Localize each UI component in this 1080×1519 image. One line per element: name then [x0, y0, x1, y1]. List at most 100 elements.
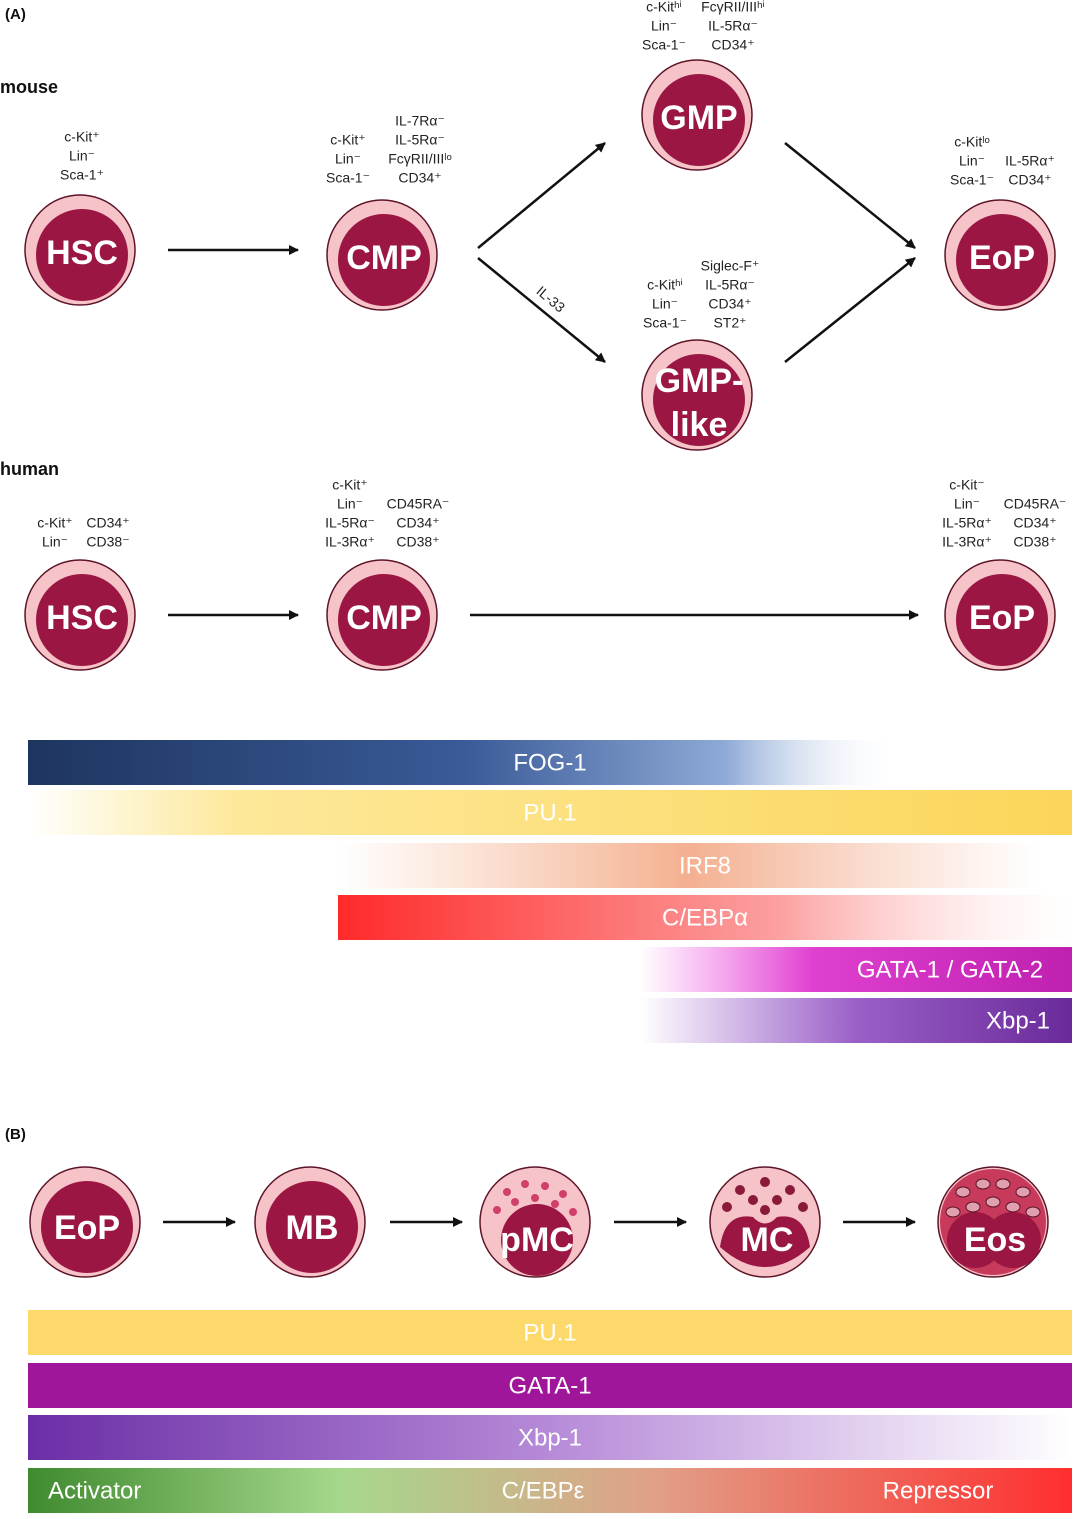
marker: CD34⁺	[86, 515, 129, 531]
marker: CD38⁺	[1013, 534, 1056, 550]
marker: CD34⁺	[396, 515, 439, 531]
cell-nucleus	[956, 214, 1048, 306]
cell-nucleus	[653, 354, 745, 446]
marker: Lin⁻	[954, 496, 980, 512]
granule	[760, 1177, 770, 1187]
cell-nucleus	[720, 1216, 810, 1267]
granule	[760, 1205, 770, 1215]
marker: IL-3Rα⁺	[942, 534, 992, 550]
factor-label: Repressor	[883, 1477, 994, 1504]
marker: CD34⁺	[708, 296, 751, 312]
cell-nucleus	[36, 574, 128, 666]
factor-bar	[338, 895, 1072, 940]
cell-label: GMP	[660, 99, 737, 137]
granule	[531, 1194, 539, 1202]
factor-label: Xbp-1	[986, 1007, 1050, 1034]
marker: IL-5Rα⁺	[942, 515, 992, 531]
marker: Lin⁻	[652, 296, 678, 312]
marker: CD38⁻	[86, 534, 129, 550]
species-label: human	[0, 459, 59, 479]
factor-bar	[28, 1363, 1072, 1408]
marker: Lin⁻	[959, 153, 985, 169]
marker: IL-7Rα⁻	[395, 113, 445, 129]
marker: IL-5Rα⁻	[325, 515, 375, 531]
marker: IL-5Rα⁺	[1005, 153, 1055, 169]
granule	[965, 1201, 981, 1213]
cell-label: HSC	[46, 599, 118, 637]
cell-label: EoP	[54, 1209, 120, 1247]
cell-label: MC	[741, 1221, 794, 1259]
factor-bar	[338, 843, 1040, 888]
factor-label: C/EBPα	[662, 904, 748, 931]
cell-nucleus	[338, 214, 430, 306]
granule	[559, 1190, 567, 1198]
factor-label: IRF8	[679, 852, 731, 879]
marker: CD38⁺	[396, 534, 439, 550]
cell-nucleus	[985, 1212, 1041, 1268]
cell-label: CMP	[346, 239, 422, 277]
arrow	[477, 257, 606, 363]
marker: CD34⁺	[1008, 172, 1051, 188]
cell-nucleus	[266, 1181, 358, 1273]
cell-label: GMP-	[655, 362, 744, 400]
marker: c-Kitʰⁱ	[646, 0, 682, 15]
marker: c-Kit⁺	[64, 129, 99, 145]
marker: FcγRII/IIIʰⁱ	[701, 0, 765, 15]
marker: Sca-1⁻	[643, 315, 687, 331]
granule	[1005, 1201, 1021, 1213]
factor-label: PU.1	[523, 1319, 576, 1346]
marker: Siglec-F⁺	[701, 258, 760, 274]
cell-nucleus	[956, 574, 1048, 666]
granule	[975, 1178, 991, 1190]
marker: c-Kit⁺	[37, 515, 72, 531]
marker: FcγRII/IIIˡᵒ	[388, 151, 452, 167]
marker: Sca-1⁺	[60, 167, 104, 183]
marker: c-Kit⁻	[949, 477, 984, 493]
granule	[945, 1206, 961, 1218]
marker: c-Kit⁺	[330, 132, 365, 148]
granule	[995, 1178, 1011, 1190]
marker: IL-5Rα⁻	[705, 277, 755, 293]
granule	[551, 1200, 559, 1208]
granule	[798, 1202, 808, 1212]
arrow	[477, 142, 606, 249]
factor-bar	[640, 998, 1072, 1043]
cell-nucleus	[501, 1204, 573, 1276]
marker: CD34⁺	[1013, 515, 1056, 531]
marker: Lin⁻	[651, 18, 677, 34]
granule	[722, 1202, 732, 1212]
cell-label: MB	[286, 1209, 339, 1247]
cell-label: EoP	[969, 239, 1035, 277]
factor-label: GATA-1	[508, 1372, 591, 1399]
marker: Lin⁻	[335, 151, 361, 167]
marker: c-Kitˡᵒ	[954, 134, 990, 150]
cell-label: Eos	[964, 1221, 1026, 1259]
arrow-label: IL-33	[533, 283, 568, 316]
marker: c-Kit⁺	[332, 477, 367, 493]
factor-label: Activator	[48, 1477, 141, 1504]
marker: CD34⁺	[711, 37, 754, 53]
marker: IL-5Rα⁻	[708, 18, 758, 34]
marker: CD45RA⁻	[387, 496, 450, 512]
cell-label: pMC	[500, 1221, 574, 1259]
marker: ST2⁺	[713, 315, 746, 331]
marker: c-Kitʰⁱ	[647, 277, 683, 293]
cell-label: CMP	[346, 599, 422, 637]
arrow	[784, 142, 916, 249]
granule	[985, 1196, 1001, 1208]
factor-label: C/EBPε	[502, 1477, 585, 1504]
granule	[955, 1186, 971, 1198]
factor-label: Xbp-1	[518, 1424, 582, 1451]
granule	[503, 1188, 511, 1196]
granule	[541, 1182, 549, 1190]
marker: Lin⁻	[69, 148, 95, 164]
granule	[1025, 1206, 1041, 1218]
factor-bar	[640, 947, 1072, 992]
factor-label: PU.1	[523, 799, 576, 826]
cell-label: EoP	[969, 599, 1035, 637]
arrows	[163, 142, 919, 1227]
cell-nucleus	[338, 574, 430, 666]
marker: IL-3Rα⁺	[325, 534, 375, 550]
species-label: mouse	[0, 77, 58, 97]
